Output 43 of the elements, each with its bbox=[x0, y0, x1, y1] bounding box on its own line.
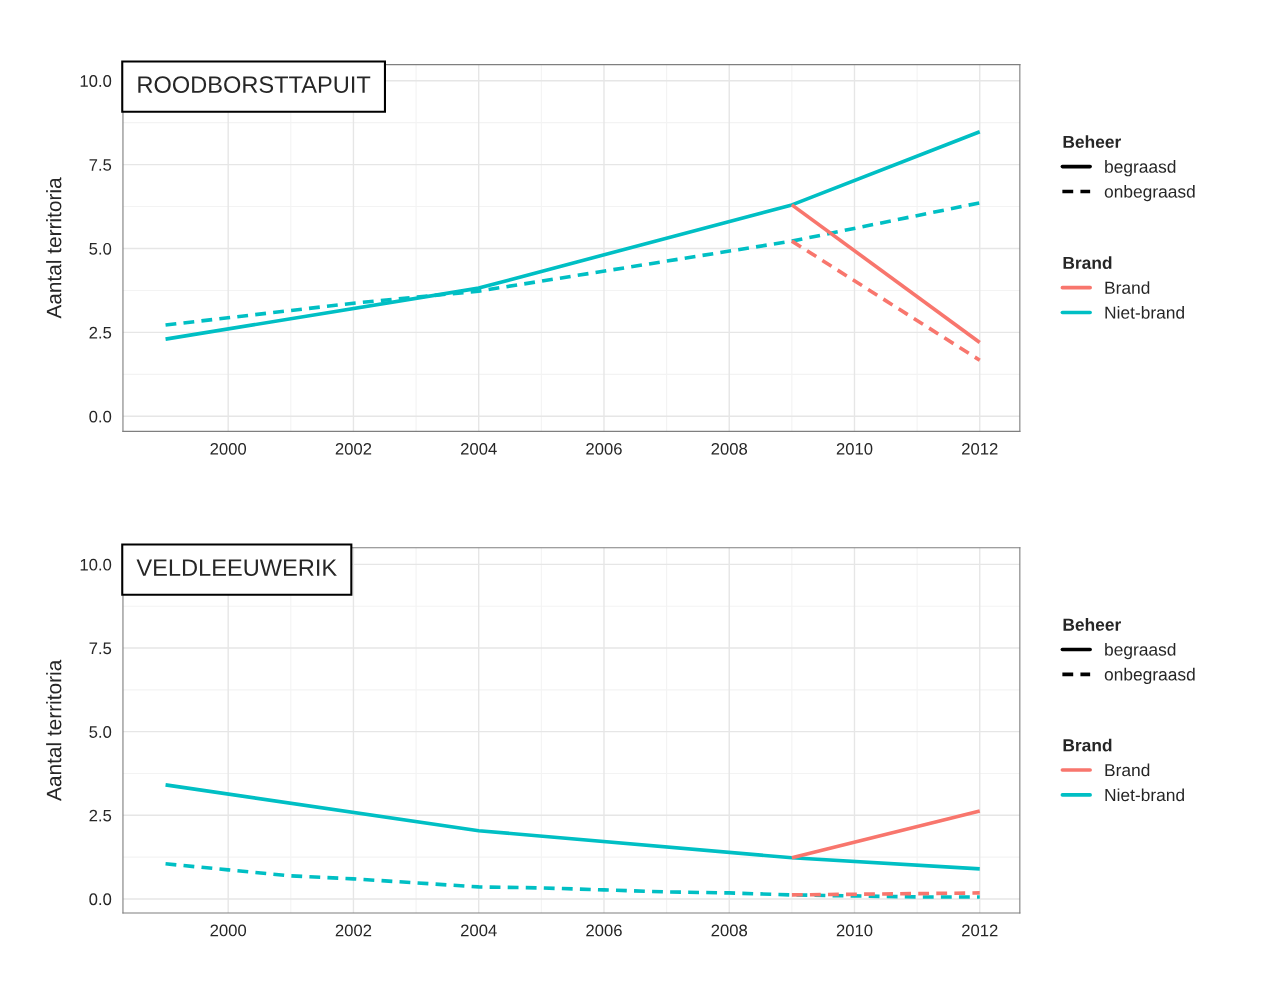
x-tick-label: 2002 bbox=[335, 442, 372, 455]
x-tick-label: 2004 bbox=[461, 924, 497, 937]
y-axis-title: Aantal territoria bbox=[46, 659, 62, 801]
x-tick-label: 2008 bbox=[711, 442, 748, 455]
legend-label: Niet-brand bbox=[1105, 306, 1184, 319]
x-tick-label: 2006 bbox=[586, 924, 622, 937]
x-tick-label: 2012 bbox=[962, 442, 998, 455]
chart-title: VELDLEEUWERIK bbox=[136, 559, 337, 576]
legend-label: Niet-brand bbox=[1105, 788, 1184, 802]
line-series bbox=[163, 129, 982, 341]
chart-title: ROODBORSTTAPUIT bbox=[138, 76, 371, 93]
line-series bbox=[163, 862, 982, 899]
text: begraasd bbox=[1105, 642, 1176, 660]
text: onbegraasd bbox=[1104, 184, 1195, 202]
x-tick-label: 2002 bbox=[335, 924, 372, 937]
x-tick-label: 2010 bbox=[836, 924, 873, 937]
x-tick-label: 2010 bbox=[836, 442, 873, 455]
y-tick-label: 10.0 bbox=[80, 75, 112, 87]
legend-label: Brand bbox=[1105, 763, 1150, 777]
y-tick-label: 0.0 bbox=[89, 893, 112, 906]
text: onbegraasd bbox=[1104, 667, 1195, 685]
x-tick-label: 2004 bbox=[461, 442, 497, 455]
y-tick-label: 5.0 bbox=[89, 726, 112, 738]
line-series bbox=[163, 783, 982, 871]
x-tick-label: 2012 bbox=[962, 924, 998, 937]
text: begraasd bbox=[1105, 160, 1176, 177]
x-tick-label: 2008 bbox=[711, 924, 748, 937]
y-tick-label: 5.0 bbox=[89, 242, 112, 255]
y-tick-label: 10.0 bbox=[80, 558, 112, 571]
y-tick-label: 2.5 bbox=[89, 809, 112, 822]
x-tick-label: 2006 bbox=[586, 442, 622, 455]
x-tick-label: 2000 bbox=[210, 442, 247, 455]
legend-label: Brand bbox=[1105, 281, 1150, 294]
y-tick-label: 7.5 bbox=[89, 159, 112, 171]
y-tick-label: 7.5 bbox=[89, 642, 112, 655]
y-tick-label: 2.5 bbox=[89, 326, 112, 339]
text: Beheer bbox=[1063, 618, 1121, 631]
text: Brand bbox=[1063, 256, 1112, 270]
text: Brand bbox=[1063, 738, 1112, 752]
y-axis-title: Aantal territoria bbox=[46, 177, 62, 319]
x-tick-label: 2000 bbox=[210, 924, 247, 937]
y-tick-label: 0.0 bbox=[89, 410, 112, 423]
text: Beheer bbox=[1063, 135, 1121, 149]
